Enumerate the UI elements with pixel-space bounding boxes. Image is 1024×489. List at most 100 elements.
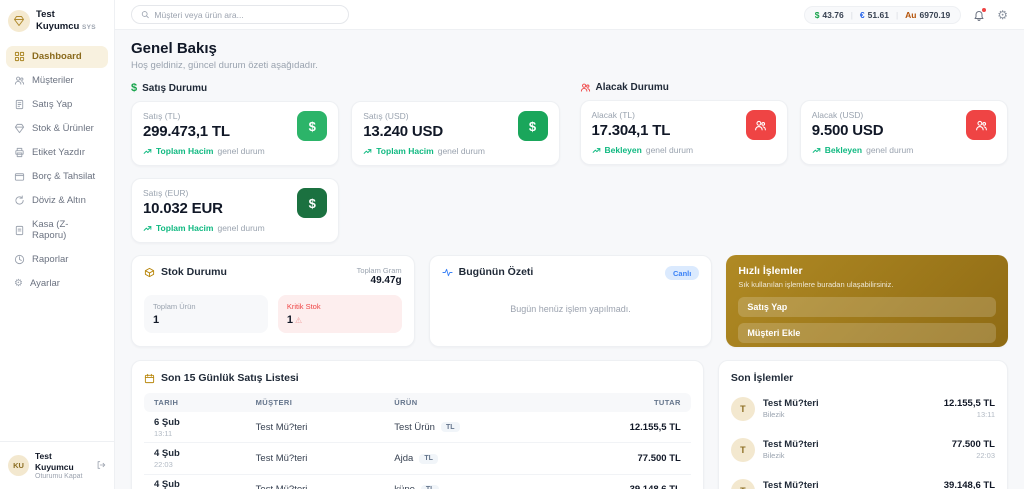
critical-stock-box: Kritik Stok 1 ⚠ <box>277 295 402 333</box>
stat-card-recv-usd: Alacak (USD) 9.500 USD Bekleyen genel du… <box>799 100 1008 165</box>
dollar-icon: $ <box>297 188 328 218</box>
today-panel-title: Bugünün Özeti <box>442 266 533 278</box>
sales-list-title: Son 15 Günlük Satış Listesi <box>144 372 691 384</box>
stock-panel: Stok Durumu Toplam Gram 49.47g Toplam Ür… <box>131 255 415 347</box>
settings-button[interactable]: ⚙ <box>997 9 1008 21</box>
table-row: 4 Şub18:31 Test Mü?teri küpeTL 39.148,6 … <box>144 475 691 489</box>
quick-sell-button[interactable]: Satış Yap <box>738 297 997 317</box>
sidebar-item-print-label[interactable]: Etiket Yazdır <box>6 142 108 164</box>
receivables-section: Alacak Durumu Alacak (TL) 17.304,1 TL Be… <box>579 82 1008 243</box>
currency-pill: TL <box>419 453 438 464</box>
search-input[interactable] <box>154 9 339 20</box>
stat-label: Satış (USD) <box>363 111 409 121</box>
table-header-row: TARIH MÜŞTERI ÜRÜN TUTAR <box>144 393 691 412</box>
refresh-icon <box>15 195 24 205</box>
stat-card-sales-eur: Satış (EUR) 10.032 EUR Toplam Hacim gene… <box>131 178 340 243</box>
divider: | <box>850 9 853 20</box>
currency-rates: $ 43.76 | € 51.61 | Au 6970.19 <box>803 5 962 24</box>
avatar: T <box>730 437 755 462</box>
stat-value: 299.473,1 TL <box>143 123 230 140</box>
dollar-icon: $ <box>297 111 328 141</box>
sidebar-item-reports[interactable]: Raporlar <box>6 249 108 271</box>
stat-footer: Bekleyen genel durum <box>592 145 693 155</box>
sidebar-item-settings[interactable]: ⚙ Ayarlar <box>6 273 108 295</box>
notifications-button[interactable] <box>973 7 987 21</box>
sidebar-item-sell[interactable]: Satış Yap <box>6 94 108 116</box>
stat-footer: Toplam Hacim genel durum <box>143 223 265 233</box>
sidebar-item-label: Raporlar <box>32 254 69 266</box>
sidebar-item-label: Ayarlar <box>29 278 60 290</box>
currency-pill: TL <box>420 484 440 489</box>
sidebar-item-label: Borç & Tahsilat <box>32 171 96 183</box>
stock-panel-title: Stok Durumu <box>144 266 227 278</box>
printer-icon <box>15 148 24 158</box>
users-icon <box>745 110 776 140</box>
trend-up-icon <box>143 225 152 231</box>
trend-up-icon <box>592 147 600 153</box>
sidebar-item-dashboard[interactable]: Dashboard <box>6 45 108 68</box>
list-item: T Test Mü?teri Bilezik 12.155,5 TL 13:11 <box>730 388 995 429</box>
topbar: $ 43.76 | € 51.61 | Au 6970.19 ⚙ <box>115 0 1024 30</box>
stat-footer: Bekleyen genel durum <box>812 145 913 155</box>
logout-icon[interactable] <box>96 460 106 470</box>
sales-list-card: Son 15 Günlük Satış Listesi TARIH MÜŞTER… <box>131 360 704 489</box>
list-item: T Test Mü?teri Bilezik 77.500 TL 22:03 <box>730 429 995 470</box>
page-title: Genel Bakış <box>131 40 217 57</box>
quick-actions-title: Hızlı İşlemler <box>738 265 803 277</box>
avatar: T <box>730 478 755 489</box>
recent-transactions-card: Son İşlemler T Test Mü?teri Bilezik 12.15… <box>717 360 1008 489</box>
trend-up-icon <box>143 148 152 154</box>
logout-label[interactable]: Oturumu Kapat <box>35 473 83 480</box>
sidebar-item-exchange[interactable]: Döviz & Altın <box>6 190 108 212</box>
list-item: T Test Mü?teriKolye 39.148,6 TL18:31 <box>730 470 995 489</box>
brand-logo: Test Kuyumcu SYS <box>0 0 114 42</box>
bell-icon <box>974 10 984 21</box>
recent-transactions-title: Son İşlemler <box>730 372 794 384</box>
pulse-icon <box>442 268 453 276</box>
users-icon <box>966 110 996 140</box>
table-row: 4 Şub 22:03 Test Mü?teri Ajda TL 77.500 TL <box>144 443 691 475</box>
table-row: 6 Şub 13:11 Test Mü?teri Test Ürün TL 12.1… <box>144 412 691 444</box>
sales-section-header: $ Satış Durumu <box>131 82 208 94</box>
dollar-icon: $ <box>517 111 548 141</box>
quick-actions-subtitle: Sık kullanılan işlemlere buradan ulaşabi… <box>738 280 894 289</box>
trend-up-icon <box>812 147 821 153</box>
grid-icon <box>14 52 25 62</box>
quick-actions-panel: Hızlı İşlemler Sık kullanılan işlemlere … <box>726 255 1009 347</box>
gear-icon: ⚙ <box>997 7 1008 22</box>
total-product-box: Toplam Ürün 1 <box>144 295 268 333</box>
stat-card-recv-tl: Alacak (TL) 17.304,1 TL Bekleyen genel d… <box>579 100 788 165</box>
user-panel[interactable]: KU Test Kuyumcu Oturumu Kapat <box>0 440 114 489</box>
user-name: Test Kuyumcu <box>35 450 74 472</box>
quick-add-customer-button[interactable]: Müşteri Ekle <box>738 323 997 343</box>
sidebar-item-label: Müşteriler <box>32 75 74 87</box>
document-icon <box>15 225 24 235</box>
gold-symbol: Au <box>905 9 917 20</box>
sidebar-item-customers[interactable]: Müşteriler <box>6 70 108 92</box>
stat-value: 9.500 USD <box>811 122 884 139</box>
user-avatar: KU <box>8 454 29 476</box>
global-search[interactable] <box>131 5 349 24</box>
users-icon <box>580 83 590 92</box>
stat-label: Alacak (TL) <box>591 110 635 120</box>
sidebar-item-zreport[interactable]: Kasa (Z-Raporu) <box>6 214 108 247</box>
usd-rate: $ 43.76 <box>814 9 844 20</box>
package-icon <box>144 267 155 277</box>
stat-label: Satış (EUR) <box>143 188 189 198</box>
diamond-icon <box>14 124 25 134</box>
dollar-icon: $ <box>131 82 138 94</box>
users-icon <box>14 76 25 85</box>
gold-rate: Au 6970.19 <box>905 9 951 20</box>
sidebar-item-stock[interactable]: Stok & Ürünler <box>6 118 108 140</box>
stat-value: 10.032 EUR <box>143 200 223 217</box>
calendar-icon <box>144 373 155 383</box>
sidebar-item-label: Stok & Ürünler <box>32 123 94 135</box>
stat-card-sales-tl: Satış (TL) 299.473,1 TL Toplam Hacim gen… <box>131 101 340 166</box>
page-subtitle: Hoş geldiniz, güncel durum özeti aşağıda… <box>131 60 318 71</box>
sidebar-item-debt[interactable]: Borç & Tahsilat <box>6 166 108 188</box>
total-gram: Toplam Gram 49.47g <box>356 266 402 286</box>
sidebar-item-label: Dashboard <box>32 51 82 63</box>
stat-label: Satış (TL) <box>143 111 181 121</box>
stat-value: 17.304,1 TL <box>591 122 671 139</box>
